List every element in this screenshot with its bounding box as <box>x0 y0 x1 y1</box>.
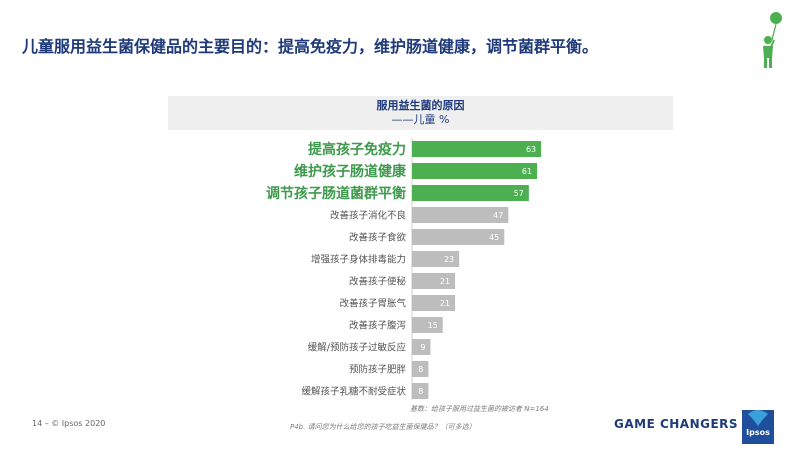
data-label-constipation: 21 <box>440 277 450 286</box>
data-label-bloating: 21 <box>440 299 450 308</box>
category-label-lactose-intolerance: 缓解孩子乳糖不耐受症状 <box>301 386 406 398</box>
bar-gut-health <box>412 163 538 179</box>
data-label-detox: 23 <box>444 255 454 264</box>
data-label-indigestion: 47 <box>493 211 503 220</box>
category-label-immunity: 提高孩子免疫力 <box>308 141 406 158</box>
bar-lactose-intolerance <box>412 383 429 399</box>
category-label-flora-balance: 调节孩子肠道菌群平衡 <box>266 185 406 202</box>
category-label-constipation: 改善孩子便秘 <box>349 276 407 288</box>
bar-obesity <box>412 361 429 377</box>
bar-detox <box>412 251 460 267</box>
page-footer: 14 – © Ipsos 2020 <box>32 419 106 428</box>
chart-title: 服用益生菌的原因 <box>376 99 465 112</box>
page-headline: 儿童服用益生菌保健品的主要目的：提高免疫力，维护肠道健康，调节菌群平衡。 <box>22 37 599 56</box>
data-label-diarrhea: 15 <box>428 321 438 330</box>
data-label-flora-balance: 57 <box>514 189 524 198</box>
data-label-immunity: 63 <box>526 145 536 154</box>
data-label-obesity: 8 <box>418 365 423 374</box>
bar-constipation <box>412 273 456 289</box>
bar-allergy <box>412 339 431 355</box>
game-changers-tagline: GAME CHANGERS <box>614 417 739 431</box>
category-label-bloating: 改善孩子胃胀气 <box>339 298 406 310</box>
category-label-indigestion: 改善孩子消化不良 <box>330 210 407 222</box>
ipsos-logo-text: Ipsos <box>746 428 770 437</box>
bar-immunity <box>412 141 542 157</box>
bar-appetite <box>412 229 505 245</box>
bar-flora-balance <box>412 185 529 201</box>
category-label-appetite: 改善孩子食欲 <box>349 232 407 244</box>
footnote-base: 基数：给孩子服用过益生菌的被访者 N=164 <box>410 405 549 413</box>
chart-header: 服用益生菌的原因 ——儿童 % <box>168 96 673 130</box>
bar-chart: 提高孩子免疫力 63 维护孩子肠道健康 61 调节孩子肠道菌群平衡 57 改善孩子消化不良 4… <box>266 138 542 400</box>
bar-indigestion <box>412 207 509 223</box>
category-label-allergy: 缓解/预防孩子过敏反应 <box>308 342 407 354</box>
chart-subtitle: ——儿童 % <box>391 113 450 126</box>
data-label-lactose-intolerance: 8 <box>418 387 423 396</box>
category-label-obesity: 预防孩子肥胖 <box>349 364 407 376</box>
category-label-detox: 增强孩子身体排毒能力 <box>311 254 406 266</box>
data-label-appetite: 45 <box>489 233 499 242</box>
bar-bloating <box>412 295 456 311</box>
data-label-gut-health: 61 <box>522 167 532 176</box>
category-label-diarrhea: 改善孩子腹泻 <box>349 320 406 332</box>
category-label-gut-health: 维护孩子肠道健康 <box>294 163 407 180</box>
footnote-question: P4b. 请问您为什么给您的孩子吃益生菌保健品？（可多选） <box>290 423 476 431</box>
person-with-balloon-icon <box>763 12 782 68</box>
bar-diarrhea <box>412 317 443 333</box>
ipsos-logo: Ipsos <box>742 404 774 444</box>
data-label-allergy: 9 <box>420 343 425 352</box>
